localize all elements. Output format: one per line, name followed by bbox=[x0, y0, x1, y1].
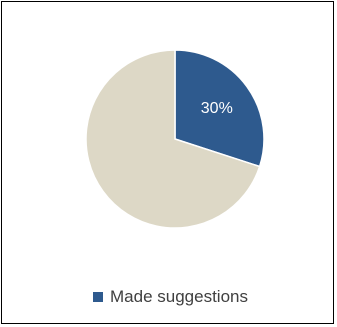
chart-area: 30% Made suggestions bbox=[1, 1, 334, 324]
data-label-0: 30% bbox=[201, 100, 233, 117]
pie-chart: 30% bbox=[85, 49, 265, 229]
pie-slice-1 bbox=[85, 49, 261, 229]
pie-slice-0 bbox=[174, 49, 265, 168]
legend-label: Made suggestions bbox=[110, 287, 248, 306]
legend-swatch bbox=[93, 292, 103, 302]
legend: Made suggestions bbox=[93, 287, 248, 307]
